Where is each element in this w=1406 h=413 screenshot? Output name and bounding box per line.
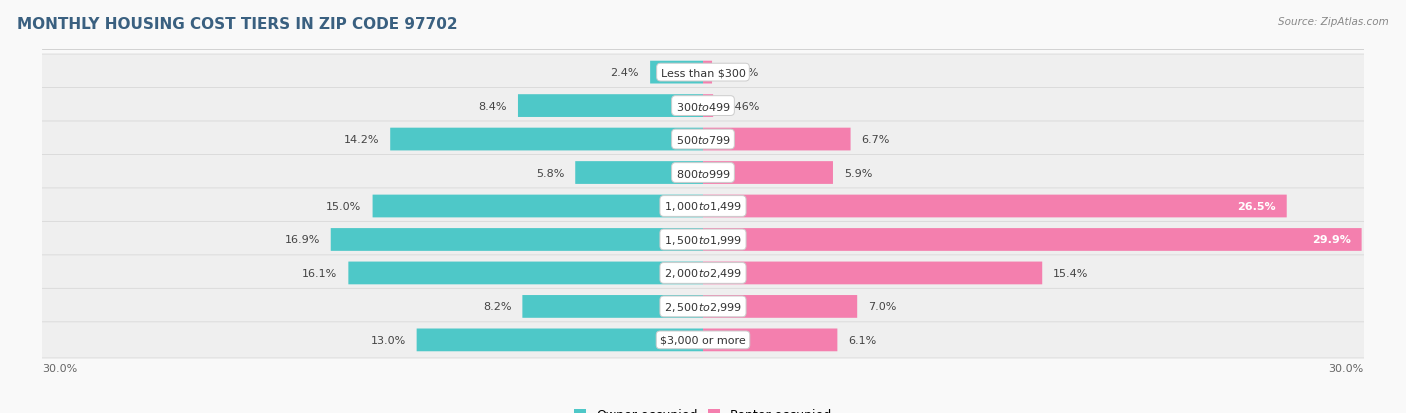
Text: $300 to $499: $300 to $499 xyxy=(675,100,731,112)
FancyBboxPatch shape xyxy=(703,95,713,118)
Text: 8.4%: 8.4% xyxy=(478,101,508,112)
FancyBboxPatch shape xyxy=(41,55,1365,91)
Text: $1,000 to $1,499: $1,000 to $1,499 xyxy=(664,200,742,213)
Text: 16.1%: 16.1% xyxy=(302,268,337,278)
FancyBboxPatch shape xyxy=(41,322,1365,358)
Legend: Owner-occupied, Renter-occupied: Owner-occupied, Renter-occupied xyxy=(568,404,838,413)
FancyBboxPatch shape xyxy=(373,195,703,218)
FancyBboxPatch shape xyxy=(391,128,703,151)
Text: 0.41%: 0.41% xyxy=(723,68,758,78)
FancyBboxPatch shape xyxy=(416,329,703,351)
Text: 5.9%: 5.9% xyxy=(844,168,872,178)
FancyBboxPatch shape xyxy=(703,62,711,84)
Text: 15.0%: 15.0% xyxy=(326,202,361,211)
Text: 6.7%: 6.7% xyxy=(862,135,890,145)
Text: $3,000 or more: $3,000 or more xyxy=(661,335,745,345)
Text: 16.9%: 16.9% xyxy=(284,235,319,245)
FancyBboxPatch shape xyxy=(41,88,1365,124)
FancyBboxPatch shape xyxy=(330,228,703,251)
FancyBboxPatch shape xyxy=(41,222,1365,258)
Text: 6.1%: 6.1% xyxy=(848,335,876,345)
FancyBboxPatch shape xyxy=(349,262,703,285)
FancyBboxPatch shape xyxy=(41,255,1365,291)
Text: 29.9%: 29.9% xyxy=(1312,235,1351,245)
FancyBboxPatch shape xyxy=(703,128,851,151)
Text: $800 to $999: $800 to $999 xyxy=(675,167,731,179)
Text: 13.0%: 13.0% xyxy=(370,335,405,345)
Text: 14.2%: 14.2% xyxy=(343,135,380,145)
Text: 7.0%: 7.0% xyxy=(868,301,897,312)
Text: 15.4%: 15.4% xyxy=(1053,268,1088,278)
Text: $2,000 to $2,499: $2,000 to $2,499 xyxy=(664,267,742,280)
FancyBboxPatch shape xyxy=(575,162,703,185)
FancyBboxPatch shape xyxy=(523,295,703,318)
Text: 8.2%: 8.2% xyxy=(482,301,512,312)
FancyBboxPatch shape xyxy=(41,289,1365,325)
Text: $500 to $799: $500 to $799 xyxy=(675,134,731,146)
FancyBboxPatch shape xyxy=(41,188,1365,225)
Text: 0.46%: 0.46% xyxy=(724,101,759,112)
Text: 5.8%: 5.8% xyxy=(536,168,564,178)
FancyBboxPatch shape xyxy=(703,228,1361,251)
FancyBboxPatch shape xyxy=(703,329,838,351)
Text: $1,500 to $1,999: $1,500 to $1,999 xyxy=(664,233,742,247)
Text: Source: ZipAtlas.com: Source: ZipAtlas.com xyxy=(1278,17,1389,26)
Text: MONTHLY HOUSING COST TIERS IN ZIP CODE 97702: MONTHLY HOUSING COST TIERS IN ZIP CODE 9… xyxy=(17,17,457,31)
FancyBboxPatch shape xyxy=(650,62,703,84)
Text: 2.4%: 2.4% xyxy=(610,68,640,78)
Text: 30.0%: 30.0% xyxy=(42,363,77,373)
FancyBboxPatch shape xyxy=(41,155,1365,191)
FancyBboxPatch shape xyxy=(703,162,832,185)
FancyBboxPatch shape xyxy=(517,95,703,118)
FancyBboxPatch shape xyxy=(703,195,1286,218)
Text: $2,500 to $2,999: $2,500 to $2,999 xyxy=(664,300,742,313)
FancyBboxPatch shape xyxy=(41,122,1365,158)
Text: Less than $300: Less than $300 xyxy=(661,68,745,78)
Text: 26.5%: 26.5% xyxy=(1237,202,1275,211)
Text: 30.0%: 30.0% xyxy=(1329,363,1364,373)
FancyBboxPatch shape xyxy=(703,262,1042,285)
FancyBboxPatch shape xyxy=(703,295,858,318)
